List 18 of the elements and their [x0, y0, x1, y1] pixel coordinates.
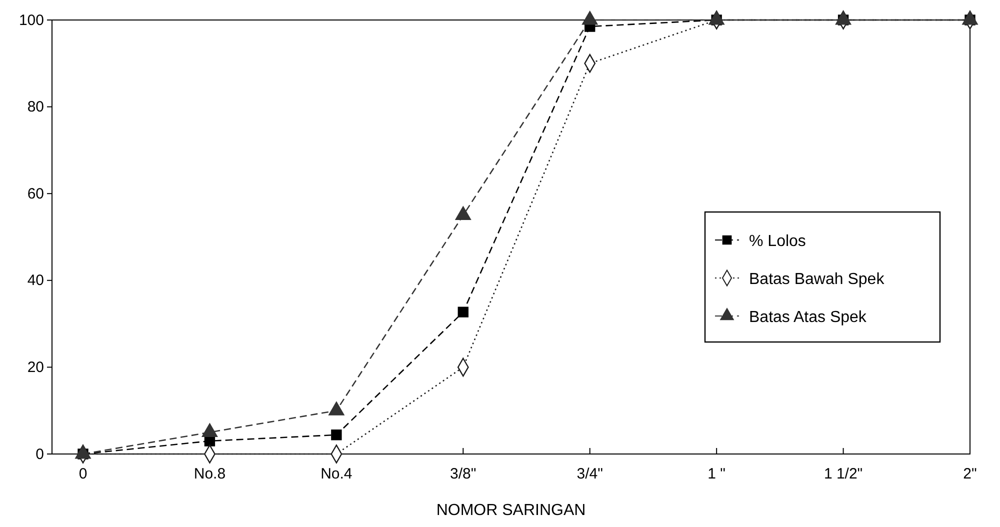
y-tick-label: 0 — [36, 446, 44, 463]
x-tick-label: 1 1/2" — [824, 466, 863, 483]
x-tick-label: 3/8" — [450, 466, 476, 483]
y-tick-label: 80 — [27, 98, 44, 116]
x-tick-label: No.8 — [194, 466, 226, 483]
legend-label: Batas Atas Spek — [749, 309, 868, 326]
legend-label: Batas Bawah Spek — [749, 271, 886, 288]
x-tick-label: 2" — [963, 466, 977, 483]
y-tick-label: 20 — [27, 359, 44, 376]
x-tick-label: No.4 — [320, 466, 352, 483]
x-tick-label: 3/4" — [576, 466, 603, 483]
x-tick-label: 0 — [78, 466, 88, 483]
y-tick-label: 40 — [27, 272, 44, 290]
y-tick-label: 100 — [18, 12, 44, 29]
x-tick-label: 1 " — [708, 466, 726, 483]
y-tick-label: 60 — [27, 185, 44, 202]
legend-label: % Lolos — [749, 233, 806, 250]
x-axis-title: NOMOR SARINGAN — [436, 502, 586, 519]
